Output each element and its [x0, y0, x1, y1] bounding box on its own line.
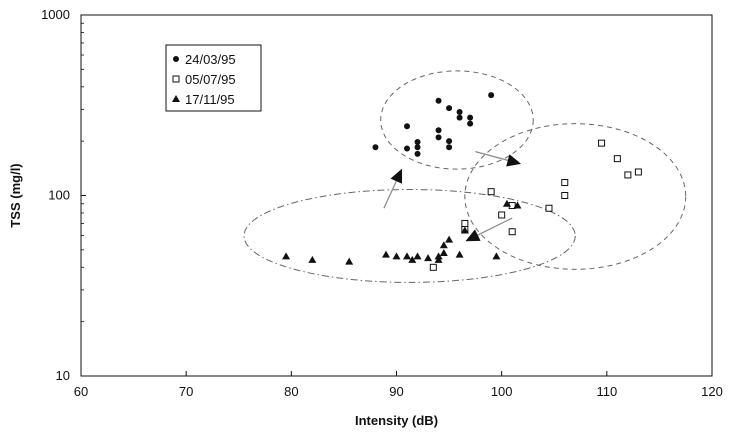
data-point	[436, 127, 442, 133]
x-tick-label: 60	[74, 384, 88, 399]
data-point	[404, 146, 410, 152]
series-0	[372, 92, 494, 157]
data-point	[462, 220, 468, 226]
data-point	[430, 264, 436, 270]
data-point	[509, 229, 515, 235]
data-point	[403, 252, 411, 259]
data-points	[282, 92, 641, 270]
y-tick-label: 1000	[41, 7, 70, 22]
data-point	[415, 139, 421, 145]
y-axis-title: TSS (mg/l)	[8, 163, 23, 227]
data-point	[446, 138, 452, 144]
data-point	[446, 105, 452, 111]
data-point	[372, 144, 378, 150]
data-point	[436, 134, 442, 140]
data-point	[492, 252, 500, 259]
legend-label: 05/07/95	[185, 72, 236, 87]
data-point	[382, 251, 390, 258]
data-point	[393, 252, 401, 259]
x-tick-label: 110	[596, 384, 617, 399]
y-tick-label: 100	[48, 188, 70, 203]
data-point	[614, 156, 620, 162]
x-tick-label: 80	[284, 384, 298, 399]
data-point	[599, 140, 605, 146]
data-point	[467, 115, 473, 121]
x-tick-label: 90	[389, 384, 403, 399]
legend-marker	[173, 76, 179, 82]
data-point	[424, 254, 432, 261]
data-point	[499, 212, 505, 218]
data-point	[415, 144, 421, 150]
data-point	[457, 115, 463, 121]
data-point	[282, 252, 290, 259]
axis-ticks: 60 70 80 90 100 110 120 10 100 1000	[41, 7, 723, 399]
data-point	[488, 92, 494, 98]
cluster-arrow-shaft	[475, 152, 508, 161]
data-point	[635, 169, 641, 175]
cluster-arrow-shaft	[384, 181, 396, 208]
data-point	[404, 123, 410, 129]
x-axis-title: Intensity (dB)	[355, 413, 438, 428]
data-point	[345, 258, 353, 265]
y-tick-label: 10	[56, 368, 70, 383]
data-point	[446, 144, 452, 150]
data-point	[436, 98, 442, 104]
data-point	[456, 251, 464, 258]
legend-label: 24/03/95	[185, 52, 236, 67]
series-2	[282, 200, 521, 265]
cluster-ellipses	[244, 71, 686, 282]
legend: 24/03/95 05/07/95 17/11/95	[166, 45, 261, 111]
data-point	[625, 172, 631, 178]
data-point	[562, 180, 568, 186]
cluster-ellipse	[244, 189, 575, 282]
data-point	[415, 151, 421, 157]
data-point	[467, 121, 473, 127]
cluster-ellipse	[381, 71, 533, 169]
data-point	[308, 256, 316, 263]
x-tick-label: 70	[179, 384, 193, 399]
data-point	[488, 189, 494, 195]
data-point	[440, 249, 448, 256]
legend-marker	[173, 56, 179, 62]
data-point	[562, 193, 568, 199]
x-tick-label: 120	[701, 384, 723, 399]
series-1	[430, 140, 641, 270]
data-point	[457, 109, 463, 115]
cluster-arrow-shaft	[478, 218, 513, 235]
cluster-arrows	[384, 152, 521, 241]
x-tick-label: 100	[491, 384, 513, 399]
legend-label: 17/11/95	[185, 92, 235, 107]
data-point	[546, 205, 552, 211]
data-point	[414, 252, 422, 259]
data-point	[445, 236, 453, 243]
